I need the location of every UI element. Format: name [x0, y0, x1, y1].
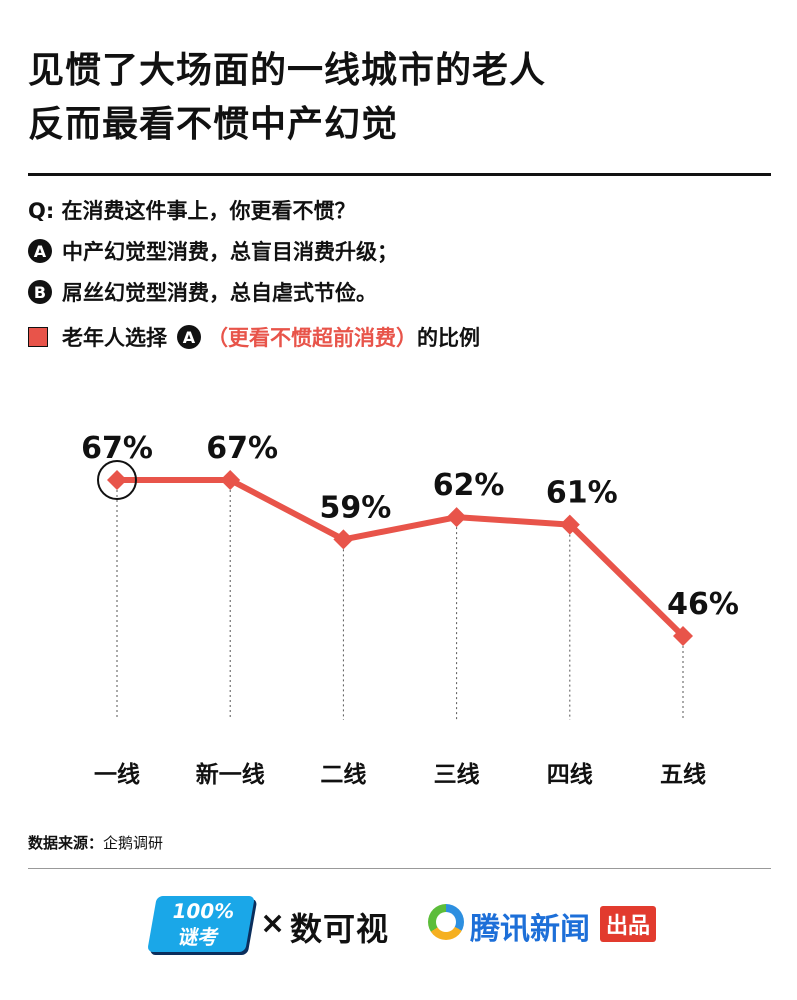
- footer-logos: 100% 谜考 × 数可视 腾讯新闻 出品: [0, 890, 797, 970]
- legend-highlight: （更看不惯超前消费）: [207, 326, 417, 350]
- line-chart: 67% 67% 59% 62% 61% 46% 一线 新一线 二线 三线 四线 五线: [81, 431, 739, 788]
- legend-prefix: 老年人选择: [62, 326, 167, 350]
- legend-badge: A: [177, 325, 201, 349]
- value-label-0: 67%: [81, 431, 153, 466]
- data-point-0: [107, 470, 127, 490]
- data-source: 数据来源：企鹅调研: [28, 832, 163, 853]
- category-label-2: 二线: [320, 761, 366, 788]
- option-b: B 屌丝幻觉型消费，总自虐式节俭。: [28, 277, 377, 307]
- highlight-ring: [97, 460, 137, 500]
- data-point-5: [673, 626, 693, 646]
- page-title: 见惯了大场面的一线城市的老人 反而最看不惯中产幻觉: [28, 44, 768, 152]
- partner-logo-shukeshi: 数可视: [290, 910, 390, 948]
- times-symbol: ×: [260, 906, 286, 941]
- category-label-3: 三线: [434, 761, 480, 788]
- value-label-4: 61%: [546, 476, 618, 511]
- option-b-badge: B: [28, 280, 52, 304]
- title-line-1: 见惯了大场面的一线城市的老人: [28, 50, 547, 91]
- question-text: Q: 在消费这件事上，你更看不惯？: [28, 199, 356, 223]
- data-point-3: [446, 507, 467, 528]
- data-point-1: [220, 470, 241, 490]
- chart-legend: 老年人选择 A （更看不惯超前消费） 的比例: [28, 322, 480, 352]
- category-label-0: 一线: [94, 761, 140, 788]
- value-label-3: 62%: [433, 468, 505, 503]
- category-label-4: 四线: [547, 761, 593, 788]
- series-line: [114, 477, 686, 639]
- source-value: 企鹅调研: [103, 834, 164, 852]
- option-a: A 中产幻觉型消费，总盲目消费升级；: [28, 236, 398, 266]
- legend-swatch: [28, 327, 48, 347]
- category-label-5: 五线: [660, 761, 706, 788]
- data-point-4: [559, 514, 580, 535]
- category-label-1: 新一线: [196, 761, 265, 788]
- option-b-text: 屌丝幻觉型消费，总自虐式节俭。: [62, 281, 377, 305]
- bottom-divider: [28, 868, 771, 869]
- tencent-news-icon: [428, 904, 464, 940]
- data-point-2: [333, 529, 354, 550]
- source-label: 数据来源：: [28, 834, 104, 852]
- legend-suffix: 的比例: [417, 326, 480, 350]
- title-line-2: 反而最看不惯中产幻觉: [28, 104, 399, 145]
- tencent-news-logo-text: 腾讯新闻: [470, 912, 590, 947]
- option-a-badge: A: [28, 239, 52, 263]
- produced-badge: 出品: [600, 906, 657, 942]
- option-a-text: 中产幻觉型消费，总盲目消费升级；: [62, 240, 398, 264]
- top-divider: [28, 173, 771, 176]
- partner-logo-100-miko: 100% 谜考: [147, 896, 255, 952]
- value-label-1: 67%: [206, 431, 278, 466]
- logo-a-text: 100% 谜考: [170, 899, 237, 949]
- value-label-5: 46%: [667, 587, 739, 622]
- value-label-2: 59%: [319, 490, 391, 525]
